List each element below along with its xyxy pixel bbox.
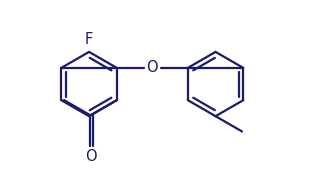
Text: F: F <box>85 32 93 47</box>
Text: O: O <box>147 61 158 75</box>
Text: O: O <box>85 150 96 164</box>
